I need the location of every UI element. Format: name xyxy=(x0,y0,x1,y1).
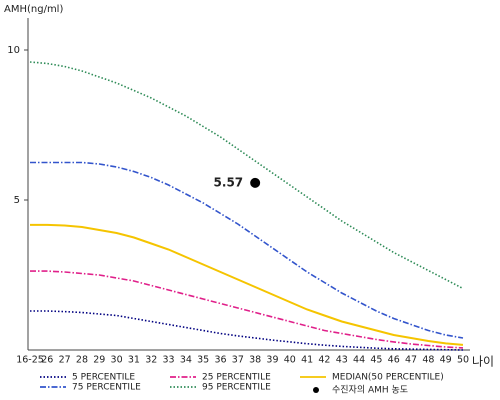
legend-label: 75 PERCENTILE xyxy=(72,383,141,393)
point-label: 5.57 xyxy=(214,175,244,189)
legend-label: 95 PERCENTILE xyxy=(202,383,271,393)
legend-label: 25 PERCENTILE xyxy=(202,373,271,383)
x-tick-label: 38 xyxy=(249,355,261,366)
x-tick-label: 39 xyxy=(266,355,278,366)
line-series xyxy=(30,310,464,351)
x-tick-label: 28 xyxy=(76,355,88,366)
legend-label: MEDIAN(50 PERCENTILE) xyxy=(332,373,444,383)
legend-label: 수진자의 AMH 농도 xyxy=(332,385,408,396)
x-tick-label: 29 xyxy=(93,355,105,366)
x-tick-label: 40 xyxy=(284,355,296,366)
line-series xyxy=(30,161,464,339)
legend-swatch xyxy=(313,387,319,393)
x-tick-label: 42 xyxy=(318,355,330,366)
line-series xyxy=(30,223,464,346)
patient-point xyxy=(250,177,261,188)
x-tick-label: 49 xyxy=(440,355,452,366)
x-tick-label: 45 xyxy=(370,355,382,366)
x-tick-label: 37 xyxy=(232,355,244,366)
y-tick-label: 5 xyxy=(14,195,20,206)
x-tick-label: 34 xyxy=(180,355,192,366)
y-axis-label: AMH(ng/ml) xyxy=(4,4,63,15)
x-tick-label: 30 xyxy=(111,355,123,366)
x-tick-label: 26 xyxy=(41,355,53,366)
x-axis-label: 나이 xyxy=(472,355,494,369)
x-tick-label: 36 xyxy=(214,355,226,366)
x-tick-label: 35 xyxy=(197,355,209,366)
x-tick-label: 32 xyxy=(145,355,157,366)
x-tick-label: 16-25 xyxy=(16,355,44,366)
x-tick-label: 33 xyxy=(163,355,175,366)
x-tick-label: 41 xyxy=(301,355,313,366)
x-tick-label: 46 xyxy=(388,355,400,366)
y-tick-label: 10 xyxy=(7,45,20,56)
x-tick-label: 43 xyxy=(336,355,348,366)
x-tick-label: 44 xyxy=(353,355,365,366)
line-series xyxy=(29,61,464,290)
x-tick-label: 50 xyxy=(457,355,469,366)
legend-label: 5 PERCENTILE xyxy=(72,373,135,383)
x-tick-label: 31 xyxy=(128,355,140,366)
x-tick-label: 27 xyxy=(59,355,71,366)
x-tick-label: 47 xyxy=(405,355,417,366)
x-tick-label: 48 xyxy=(422,355,434,366)
line-series xyxy=(30,270,464,349)
